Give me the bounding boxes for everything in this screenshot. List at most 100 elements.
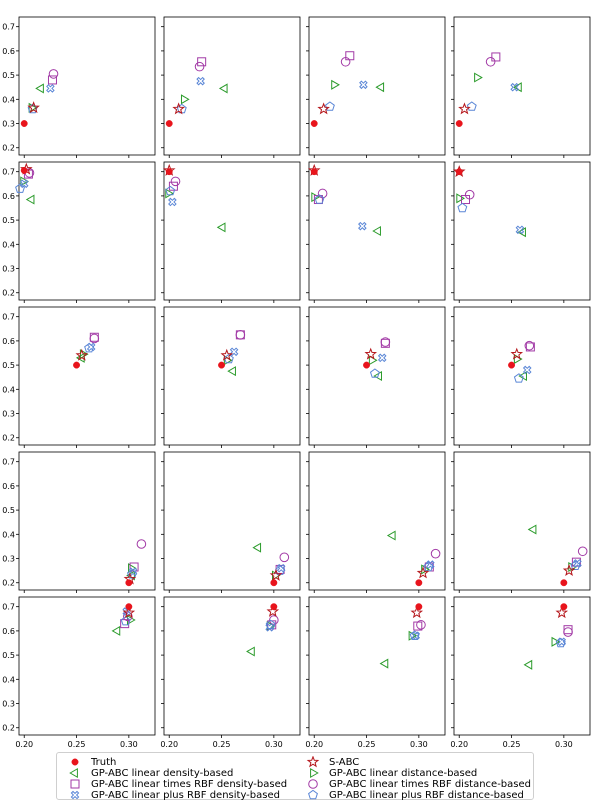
subplot-r3-c1: 0.20.30.40.50.60.7q_c bbox=[2, 306, 156, 448]
y-tick-label: 0.3 bbox=[2, 700, 15, 709]
point-pentagon bbox=[466, 101, 477, 111]
x-tick-label: 0.25 bbox=[358, 740, 376, 749]
y-tick-label: 0.6 bbox=[2, 192, 15, 201]
plot-frame bbox=[163, 451, 301, 591]
x-tick-label: 0.30 bbox=[410, 740, 428, 749]
point-star bbox=[27, 101, 40, 114]
subplot-r5-c1: 0.20.30.40.50.60.70.200.250.30q_cq_m bbox=[2, 596, 156, 749]
point-circle bbox=[563, 627, 573, 637]
tri-left-icon bbox=[69, 767, 78, 779]
y-tick-label: 0.2 bbox=[2, 144, 15, 153]
subplot-r1-c4 bbox=[451, 16, 591, 158]
point-circle bbox=[416, 620, 426, 630]
y-tick-label: 0.7 bbox=[2, 458, 15, 467]
subplot-r1-c2 bbox=[161, 16, 301, 158]
point-circle bbox=[136, 539, 147, 549]
legend-item: S-ABC bbox=[303, 756, 359, 768]
y-tick-label: 0.6 bbox=[2, 337, 15, 346]
point-dot bbox=[270, 579, 278, 587]
point-circle bbox=[48, 69, 59, 79]
point-star bbox=[122, 606, 136, 619]
point-x bbox=[522, 365, 532, 375]
y-tick-label: 0.5 bbox=[2, 506, 15, 515]
x-tick-label: 0.20 bbox=[15, 740, 33, 749]
legend-marker-star bbox=[306, 756, 320, 768]
plot-frame bbox=[163, 16, 301, 156]
point-dot bbox=[165, 168, 173, 176]
point-x bbox=[515, 225, 525, 235]
x-icon bbox=[70, 790, 80, 800]
point-pentagon bbox=[27, 103, 38, 114]
point-x bbox=[168, 197, 177, 207]
point-square bbox=[168, 181, 178, 191]
point-square bbox=[563, 625, 573, 635]
y-tick-label: 0.4 bbox=[2, 530, 15, 539]
y-tick-label: 0.7 bbox=[2, 603, 15, 612]
legend-label: GP-ABC linear density-based bbox=[91, 767, 234, 779]
point-pentagon bbox=[165, 185, 176, 196]
point-pentagon bbox=[223, 353, 234, 364]
point-circle bbox=[340, 56, 351, 67]
legend-item: GP-ABC linear plus RBF distance-based bbox=[303, 789, 524, 801]
legend-label: GP-ABC linear times RBF distance-based bbox=[329, 778, 531, 790]
point-square bbox=[47, 75, 57, 85]
plot-frame bbox=[18, 161, 156, 301]
point-dot bbox=[455, 120, 463, 127]
point-dot bbox=[270, 603, 278, 611]
point-x bbox=[265, 622, 274, 632]
point-pentagon bbox=[120, 615, 131, 626]
legend-marker-x bbox=[70, 790, 80, 800]
plot-frame bbox=[453, 16, 591, 156]
point-x bbox=[510, 82, 519, 92]
legend-marker-tri-right bbox=[310, 767, 319, 779]
legend-label: GP-ABC linear distance-based bbox=[329, 767, 478, 779]
point-x bbox=[377, 353, 387, 363]
y-tick-label: 0.4 bbox=[2, 240, 15, 249]
subplot-r2-c4 bbox=[451, 161, 591, 303]
point-pentagon bbox=[409, 630, 420, 640]
point-dot bbox=[560, 603, 568, 611]
point-star bbox=[510, 347, 524, 360]
plot-frame bbox=[308, 596, 446, 736]
point-circle bbox=[430, 548, 441, 559]
point-tri-left bbox=[373, 370, 382, 382]
subplot-r2-c2 bbox=[161, 161, 301, 303]
plot-frame bbox=[308, 306, 446, 446]
point-star bbox=[364, 347, 378, 360]
legend-marker-square bbox=[70, 779, 80, 789]
subplot-r1-c3 bbox=[306, 16, 446, 158]
x-tick-label: 0.20 bbox=[160, 740, 178, 749]
y-tick-label: 0.3 bbox=[2, 410, 15, 419]
point-tri-right bbox=[331, 79, 340, 90]
point-x bbox=[358, 221, 367, 231]
y-tick-label: 0.7 bbox=[2, 23, 15, 32]
point-star bbox=[562, 564, 576, 576]
point-dot bbox=[508, 361, 515, 369]
plot-frame bbox=[308, 451, 446, 591]
legend-label: Truth bbox=[91, 756, 117, 768]
point-star bbox=[172, 102, 185, 115]
legend-item: GP-ABC linear distance-based bbox=[303, 767, 477, 779]
y-tick-label: 0.4 bbox=[2, 385, 15, 394]
x-tick-label: 0.30 bbox=[555, 740, 573, 749]
point-dot bbox=[560, 579, 568, 587]
plot-frame bbox=[308, 16, 446, 156]
legend-item: Truth bbox=[65, 756, 116, 768]
y-tick-label: 0.7 bbox=[2, 313, 15, 322]
point-pentagon bbox=[324, 101, 335, 111]
subplot-r3-c2 bbox=[161, 306, 301, 448]
point-tri-left bbox=[218, 83, 228, 94]
point-pentagon bbox=[84, 342, 95, 353]
star-icon bbox=[306, 756, 320, 768]
point-dot bbox=[415, 579, 423, 587]
point-pentagon bbox=[513, 373, 524, 383]
subplot-r3-c4 bbox=[451, 306, 591, 448]
subplot-r2-c3 bbox=[306, 161, 446, 303]
circle-icon bbox=[308, 779, 318, 789]
y-tick-label: 0.5 bbox=[2, 216, 15, 225]
legend-item: GP-ABC linear density-based bbox=[65, 767, 233, 779]
point-tri-left bbox=[111, 625, 121, 636]
y-tick-label: 0.3 bbox=[2, 265, 15, 274]
point-dot bbox=[125, 579, 133, 587]
point-tri-left bbox=[372, 225, 381, 237]
